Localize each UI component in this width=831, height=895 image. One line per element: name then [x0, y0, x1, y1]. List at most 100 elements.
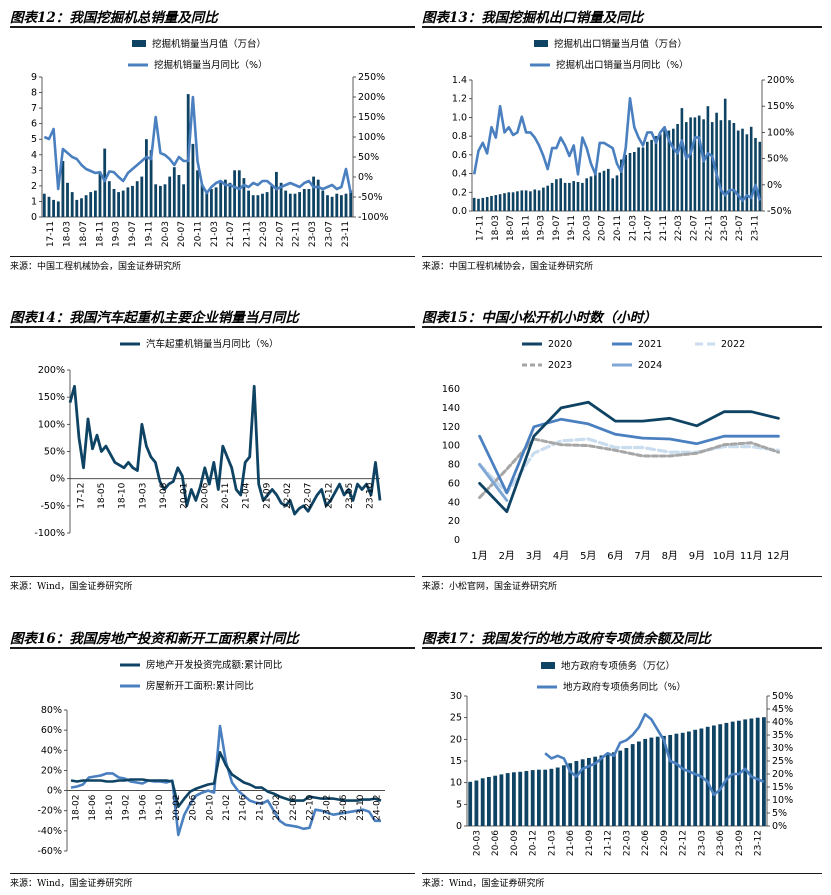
panel-title: 图表15：中国小松开机小时数（小时）	[422, 310, 657, 326]
left-tick-label: 4	[31, 150, 37, 161]
bar	[680, 732, 685, 826]
x-tick-label: 21-12	[604, 830, 614, 856]
bar	[61, 161, 65, 217]
legend-swatch	[132, 40, 146, 47]
left-tick-label: 20	[450, 734, 462, 745]
right-tick-label: 25%	[772, 756, 793, 767]
bar	[749, 718, 754, 826]
bar	[741, 128, 744, 211]
left-tick-label: 1	[31, 196, 37, 207]
left-tick-label: 10	[450, 778, 462, 789]
legend-label: 挖掘机出口销量当月值（万台）	[554, 38, 687, 50]
bar	[293, 193, 297, 217]
x-tick-label: 9月	[689, 550, 705, 562]
bar	[549, 768, 554, 826]
bar	[563, 182, 567, 211]
chart-komatsu-hours: 0 20 40 60 80 100 120 140 160 1月 2月 3月 4月 5月 6月 7月 8月 9月 1…	[442, 339, 790, 562]
x-tick-label: 23-05	[345, 483, 355, 509]
left-tick-label: 2	[31, 181, 37, 192]
legend-label: 2021	[638, 339, 662, 350]
bar	[481, 197, 485, 211]
x-tick-label: 20-02	[172, 795, 182, 821]
left-tick-label: 0.8	[452, 131, 467, 142]
x-tick-label: 18-03	[63, 221, 73, 247]
y-tick-label: 100	[442, 441, 460, 452]
x-tick-label: 21-09	[262, 482, 272, 508]
panel-title: 图表14：我国汽车起重机主要企业销量当月同比	[10, 310, 299, 326]
x-tick-label: 23-11	[750, 215, 760, 241]
left-tick-label: 1.2	[452, 94, 467, 105]
bar	[145, 139, 148, 217]
yoy-line	[544, 712, 765, 797]
bar	[477, 198, 480, 211]
bar	[537, 769, 541, 826]
x-tick-label: 19-06	[138, 794, 148, 820]
bar	[233, 170, 236, 217]
x-tick-label: 21-09	[585, 830, 595, 856]
x-tick-label: 19-10	[155, 794, 165, 820]
source-rule	[422, 873, 822, 874]
x-tick-label: 23-12	[754, 830, 764, 856]
bar	[487, 777, 491, 826]
bar	[298, 192, 301, 217]
x-tick-label: 18-11	[95, 221, 105, 247]
x-tick-label: 22-09	[660, 830, 670, 856]
bar	[326, 195, 329, 217]
y-tick-label: 60	[448, 478, 460, 489]
title-rule	[10, 326, 415, 328]
right-tick-label: 5%	[772, 808, 787, 819]
chart-excavator-sales: 0 1 2 3 4 5 6 7 8 9 -100% -50% 0% 50% 100% 150% 200% 250%…	[31, 38, 389, 247]
x-tick-label: 22-10	[306, 794, 316, 820]
yoy-line	[43, 95, 352, 195]
title-rule	[10, 647, 415, 649]
x-tick-label: 21-03	[210, 221, 220, 247]
right-tick-label: 150%	[767, 101, 794, 112]
bar	[663, 126, 666, 211]
x-tick-label: 20-11	[613, 215, 623, 241]
x-tick-label: 21-06	[566, 830, 576, 856]
y-tick-label: 120	[442, 422, 460, 433]
x-tick-label: 18-11	[521, 215, 531, 241]
bar	[468, 781, 473, 826]
bar	[172, 167, 176, 217]
bar	[210, 189, 213, 217]
x-tick-label: 20-07	[598, 215, 608, 241]
x-tick-label: 19-08	[159, 482, 169, 508]
x-tick-label: 22-02	[272, 795, 282, 821]
bar	[261, 193, 264, 217]
source-note: 来源：Wind，国金证券研究所	[422, 879, 545, 889]
series-line-2024	[478, 463, 509, 502]
bar	[749, 126, 753, 211]
x-tick-label: 20-10	[205, 794, 215, 820]
bar	[505, 773, 510, 826]
x-tick-label: 20-03	[472, 830, 482, 856]
bar	[349, 190, 353, 217]
bar	[685, 122, 688, 211]
bar	[568, 763, 573, 826]
x-tick-label: 2月	[499, 550, 515, 562]
bar	[205, 190, 209, 217]
x-tick-label: 8月	[662, 550, 678, 562]
bar	[191, 143, 195, 217]
bar	[710, 122, 714, 211]
bar	[472, 197, 476, 211]
panel-title: 图表12：我国挖掘机总销量及同比	[10, 10, 218, 26]
bar	[574, 761, 579, 826]
right-tick-label: 150%	[358, 112, 385, 123]
x-tick-label: 24-02	[373, 795, 383, 821]
x-tick-label: 18-07	[506, 215, 516, 241]
panel-14: 图表14：我国汽车起重机主要企业销量当月同比 -100% -50% 0% 50% 100…	[10, 300, 415, 595]
bar	[643, 738, 648, 826]
x-tick-label: 19-11	[144, 221, 154, 247]
bar	[736, 130, 740, 211]
bar	[312, 176, 315, 217]
bar	[307, 189, 311, 217]
x-tick-label: 21-07	[644, 215, 654, 241]
bar	[321, 190, 325, 217]
bar	[715, 112, 718, 211]
right-tick-label: 200%	[767, 75, 794, 86]
bar	[70, 192, 74, 217]
bar	[196, 170, 199, 217]
bar	[279, 182, 283, 217]
bar	[214, 187, 218, 217]
